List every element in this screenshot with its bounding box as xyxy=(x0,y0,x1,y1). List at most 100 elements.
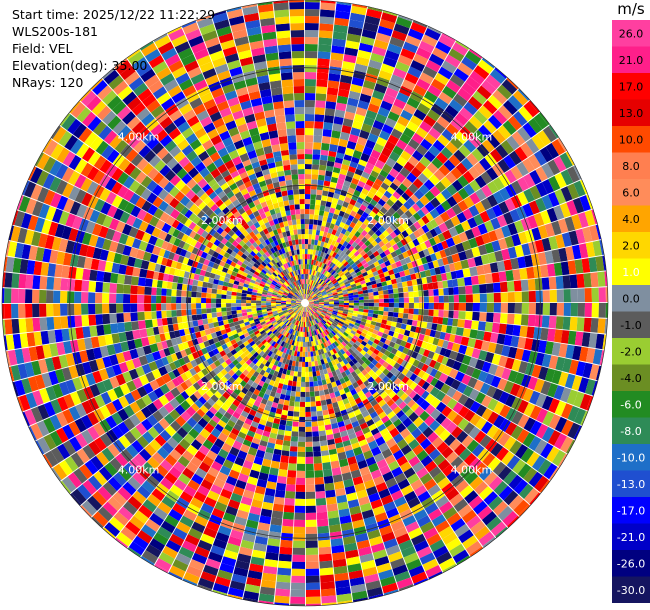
velocity-gate xyxy=(302,351,305,357)
velocity-gate xyxy=(124,321,133,332)
velocity-gate xyxy=(477,223,488,235)
velocity-gate xyxy=(346,316,352,321)
velocity-gate xyxy=(406,262,414,269)
velocity-gate xyxy=(345,318,351,323)
velocity-gate xyxy=(305,337,307,342)
velocity-gate xyxy=(312,307,317,312)
velocity-gate xyxy=(396,438,408,450)
velocity-gate xyxy=(368,59,383,70)
velocity-gate xyxy=(422,66,438,79)
velocity-gate xyxy=(331,278,337,283)
velocity-gate xyxy=(308,229,313,235)
velocity-gate xyxy=(305,199,311,205)
velocity-gate xyxy=(318,44,332,53)
velocity-gate xyxy=(444,349,452,358)
velocity-gate xyxy=(570,288,578,303)
velocity-gate xyxy=(305,411,311,417)
velocity-gate xyxy=(400,276,407,283)
velocity-gate xyxy=(313,306,318,310)
velocity-gate xyxy=(342,291,348,295)
velocity-gate xyxy=(25,289,33,303)
velocity-gate xyxy=(393,343,400,350)
velocity-gate xyxy=(321,135,331,144)
velocity-gate xyxy=(458,144,471,158)
velocity-gate xyxy=(359,176,368,184)
velocity-gate xyxy=(503,380,515,394)
velocity-gate xyxy=(533,113,548,130)
velocity-gate xyxy=(372,329,379,335)
velocity-gate xyxy=(420,355,428,364)
velocity-gate xyxy=(473,214,484,226)
velocity-gate xyxy=(461,240,472,251)
velocity-gate xyxy=(166,288,172,296)
velocity-gate xyxy=(546,207,558,223)
velocity-gate xyxy=(327,80,340,89)
velocity-gate xyxy=(305,16,320,24)
velocity-gate xyxy=(549,303,557,316)
velocity-gate xyxy=(344,344,351,351)
velocity-gate xyxy=(343,269,349,275)
velocity-gate xyxy=(408,303,414,309)
velocity-gate xyxy=(464,248,474,259)
velocity-gate xyxy=(381,281,388,287)
velocity-gate xyxy=(444,264,451,273)
velocity-gate xyxy=(361,211,369,219)
velocity-gate xyxy=(523,417,536,432)
velocity-gate xyxy=(329,181,337,188)
velocity-gate xyxy=(362,312,369,317)
velocity-gate xyxy=(295,491,305,499)
velocity-gate xyxy=(201,313,208,320)
velocity-gate xyxy=(392,267,400,274)
velocity-gate xyxy=(524,255,533,268)
velocity-gate xyxy=(386,186,396,195)
velocity-gate xyxy=(476,265,485,276)
velocity-gate xyxy=(306,336,310,342)
velocity-gate xyxy=(516,429,530,444)
velocity-gate xyxy=(439,265,446,274)
velocity-gate xyxy=(584,210,596,226)
velocity-gate xyxy=(346,273,352,279)
velocity-gate xyxy=(559,202,571,218)
velocity-gate xyxy=(359,324,365,329)
velocity-gate xyxy=(358,305,364,309)
velocity-gate xyxy=(411,279,418,286)
velocity-gate xyxy=(364,256,372,263)
velocity-gate xyxy=(196,303,202,309)
velocity-gate xyxy=(501,451,515,466)
velocity-gate xyxy=(462,328,471,338)
velocity-gate xyxy=(551,220,562,236)
velocity-gate xyxy=(433,361,442,371)
velocity-gate xyxy=(395,338,403,345)
velocity-gate xyxy=(417,227,426,236)
velocity-gate xyxy=(534,315,543,328)
velocity-gate xyxy=(319,287,325,292)
velocity-gate xyxy=(480,340,490,352)
velocity-gate xyxy=(75,327,84,340)
velocity-gate xyxy=(308,305,313,309)
velocity-gate xyxy=(298,366,302,372)
velocity-gate xyxy=(370,280,377,285)
velocity-gate xyxy=(330,263,336,269)
velocity-gate xyxy=(314,312,320,317)
velocity-gate xyxy=(388,311,394,317)
velocity-gate xyxy=(400,213,409,222)
velocity-gate xyxy=(431,78,446,92)
velocity-gate xyxy=(298,361,302,367)
velocity-gate xyxy=(412,285,419,292)
velocity-gate xyxy=(321,281,326,286)
velocity-gate xyxy=(420,138,433,151)
velocity-gate xyxy=(322,275,327,281)
velocity-gate xyxy=(309,302,314,303)
velocity-gate xyxy=(313,300,319,302)
velocity-gate xyxy=(373,261,380,267)
velocity-gate xyxy=(375,113,387,124)
velocity-gate xyxy=(222,315,228,321)
velocity-gate xyxy=(311,174,319,180)
velocity-gate xyxy=(32,317,41,332)
velocity-gate xyxy=(459,126,473,140)
velocity-gate xyxy=(404,72,419,85)
velocity-gate xyxy=(389,427,400,438)
velocity-gate xyxy=(378,70,393,81)
velocity-gate xyxy=(292,547,305,555)
velocity-gate xyxy=(416,339,423,348)
